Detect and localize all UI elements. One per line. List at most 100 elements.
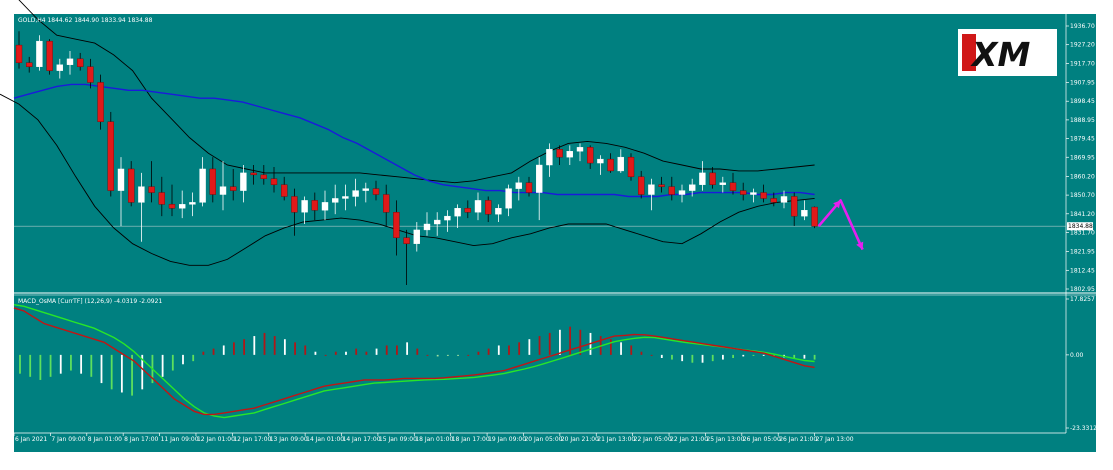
candle-body	[515, 182, 522, 189]
time-tick-label: 8 Jan 17:00	[124, 436, 158, 443]
candle-body	[117, 168, 125, 191]
candle	[811, 206, 818, 229]
candle	[107, 111, 115, 197]
time-tick-label: 8 Jan 01:00	[88, 436, 122, 443]
macd-histogram-bar	[467, 354, 470, 356]
candle-body	[87, 66, 94, 83]
time-tick-label: 14 Jan 17:00	[343, 436, 381, 443]
candle	[352, 178, 359, 207]
xm-logo-text: XM	[970, 35, 1030, 74]
candle-body	[168, 204, 176, 209]
macd-histogram-bar	[732, 354, 735, 359]
macd-histogram-bar	[497, 345, 500, 355]
candle	[597, 155, 604, 175]
macd-histogram-bar	[345, 351, 347, 355]
macd-histogram-bar	[314, 351, 317, 355]
macd-histogram-bar	[263, 332, 266, 355]
macd-histogram-bar	[355, 348, 358, 355]
macd-histogram-bar	[273, 336, 276, 355]
macd-histogram-bar	[304, 345, 307, 355]
candle-body	[770, 198, 777, 203]
time-axis: 6 Jan 2021 7 Jan 09:00 8 Jan 01:00 8 Jan 17…	[13, 432, 1066, 443]
candle	[485, 196, 492, 223]
candle	[689, 178, 696, 197]
time-tick-label: 12 Jan 01:00	[197, 436, 235, 443]
indicator-info: MACD_OsMA [CurrTF] (12,26,9) -4.0319 -2.…	[18, 298, 162, 305]
candle-body	[260, 174, 267, 179]
candle-body	[536, 164, 543, 193]
candle-body	[321, 202, 329, 211]
macd-histogram-bar	[548, 332, 551, 355]
candle	[658, 176, 665, 193]
candle	[321, 190, 329, 221]
candle	[76, 52, 84, 71]
candle	[454, 204, 461, 228]
candle	[780, 190, 788, 209]
candle-body	[291, 196, 298, 213]
candle-body	[607, 158, 614, 172]
candle-body	[658, 184, 665, 187]
current-price-label: 1834.88	[1068, 223, 1093, 230]
candle	[444, 210, 451, 232]
candle	[393, 200, 400, 256]
macd-histogram-bar	[793, 354, 796, 359]
macd-histogram-bar	[222, 345, 225, 355]
candle	[434, 212, 441, 236]
candle	[464, 200, 471, 219]
candle	[678, 184, 686, 203]
candle-body	[270, 178, 278, 185]
macd-histogram-bar	[294, 342, 296, 355]
candle-body	[209, 168, 217, 195]
candle	[525, 176, 533, 197]
candle	[301, 196, 308, 225]
macd-histogram-bar	[49, 354, 52, 377]
price-tick-label: 1907.95	[1070, 80, 1095, 87]
candle	[403, 229, 410, 285]
candle-body	[648, 184, 655, 195]
candle-body	[250, 172, 257, 176]
time-tick-label: 18 Jan 01:00	[415, 436, 453, 443]
candle-body	[281, 184, 288, 197]
candle-body	[709, 172, 716, 185]
candle-body	[219, 186, 227, 195]
macd-histogram-bar	[202, 351, 205, 355]
macd-histogram-bar	[110, 354, 113, 390]
candle	[138, 172, 145, 242]
candle-body	[342, 196, 349, 199]
candle	[240, 165, 247, 203]
candle	[760, 184, 767, 203]
macd-histogram-bar	[681, 354, 684, 362]
time-tick-label: 15 Jan 09:00	[379, 436, 417, 443]
candle	[556, 145, 563, 166]
price-panel[interactable]: 1834.88 1936.70 1927.20 1917.70 1907.95 1898…	[0, 0, 1096, 433]
macd-histogram-bar	[569, 326, 572, 355]
price-tick-label: 1869.95	[1070, 154, 1095, 161]
candle-body	[199, 168, 206, 203]
bollinger-upper-line	[18, 0, 815, 184]
macd-histogram-bar	[29, 354, 32, 377]
candle	[505, 184, 512, 217]
candle	[576, 143, 584, 162]
price-tick-label: 1888.95	[1070, 117, 1095, 124]
price-tick-label: 1917.70	[1070, 60, 1095, 67]
macd-histogram-bar	[283, 339, 286, 355]
candle	[719, 176, 726, 193]
time-tick-label: 22 Jan 21:00	[670, 436, 708, 443]
macd-histogram-bar	[416, 348, 419, 355]
candle	[87, 58, 94, 89]
candle	[291, 188, 298, 236]
candle	[740, 182, 747, 201]
macd-tick-label: 17.8257	[1070, 296, 1095, 303]
candle	[423, 212, 431, 236]
current-price-tag	[1067, 222, 1093, 231]
macd-panel[interactable]: 17.8257 0.00 -23.3312 MACD_OsMA [CurrTF] (…	[13, 296, 1097, 432]
price-tick-label: 1850.70	[1070, 192, 1095, 199]
candle	[219, 161, 227, 211]
price-tick-label: 1927.20	[1070, 42, 1095, 49]
macd-histogram-bar	[660, 354, 663, 359]
macd-histogram-bar	[722, 354, 724, 360]
candle	[148, 161, 155, 203]
candle-body	[801, 210, 808, 217]
